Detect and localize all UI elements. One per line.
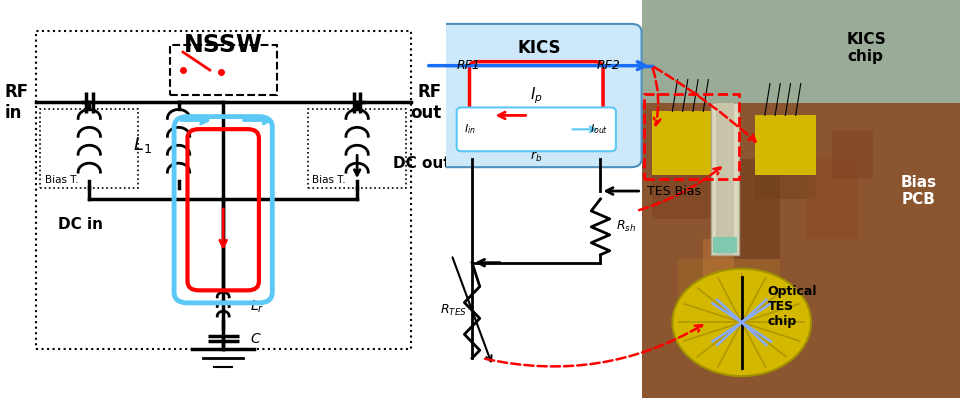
Bar xyxy=(716,103,734,255)
Bar xyxy=(755,115,816,175)
Text: NSSW: NSSW xyxy=(183,33,263,57)
FancyBboxPatch shape xyxy=(469,62,603,129)
Bar xyxy=(805,159,857,239)
Text: RF2: RF2 xyxy=(597,59,621,72)
Bar xyxy=(652,139,729,219)
Bar xyxy=(40,109,138,188)
Text: Bias
PCB: Bias PCB xyxy=(900,175,937,207)
Bar xyxy=(711,103,739,255)
Text: Optical
TES
chip: Optical TES chip xyxy=(767,285,817,328)
Bar xyxy=(662,111,703,159)
Bar xyxy=(308,109,406,188)
Bar xyxy=(652,111,719,175)
Text: Bias T.: Bias T. xyxy=(44,175,79,185)
Bar xyxy=(644,94,739,179)
FancyBboxPatch shape xyxy=(436,24,641,167)
Bar xyxy=(641,0,960,103)
Text: $C$: $C$ xyxy=(250,332,262,346)
Bar xyxy=(713,237,736,253)
Text: $L_r$: $L_r$ xyxy=(250,298,264,315)
Text: $I_p$: $I_p$ xyxy=(530,85,542,106)
Text: RF
in: RF in xyxy=(5,83,29,122)
Bar xyxy=(641,0,960,398)
Text: KICS
chip: KICS chip xyxy=(847,31,887,64)
Text: DC out: DC out xyxy=(393,156,450,171)
Text: RF
out: RF out xyxy=(411,83,442,122)
Text: TES Bias: TES Bias xyxy=(647,185,701,197)
Text: $I_{in}$: $I_{in}$ xyxy=(465,123,476,136)
Text: RF1: RF1 xyxy=(457,59,481,72)
Text: $L_1$: $L_1$ xyxy=(133,135,153,155)
Circle shape xyxy=(672,269,811,376)
FancyBboxPatch shape xyxy=(457,107,616,151)
Bar xyxy=(831,131,873,179)
Bar xyxy=(729,159,780,259)
Bar xyxy=(755,127,816,199)
Text: $I_{out}$: $I_{out}$ xyxy=(590,123,609,136)
Bar xyxy=(170,45,276,95)
Text: $R_{TES}$: $R_{TES}$ xyxy=(440,303,467,318)
Text: KICS: KICS xyxy=(517,39,561,57)
Text: DC in: DC in xyxy=(58,217,103,232)
Bar xyxy=(36,31,411,349)
Text: $R_{sh}$: $R_{sh}$ xyxy=(616,219,636,234)
Text: $r_b$: $r_b$ xyxy=(530,150,542,164)
Bar xyxy=(678,259,780,318)
Bar xyxy=(703,239,734,279)
Text: Bias T.: Bias T. xyxy=(313,175,347,185)
